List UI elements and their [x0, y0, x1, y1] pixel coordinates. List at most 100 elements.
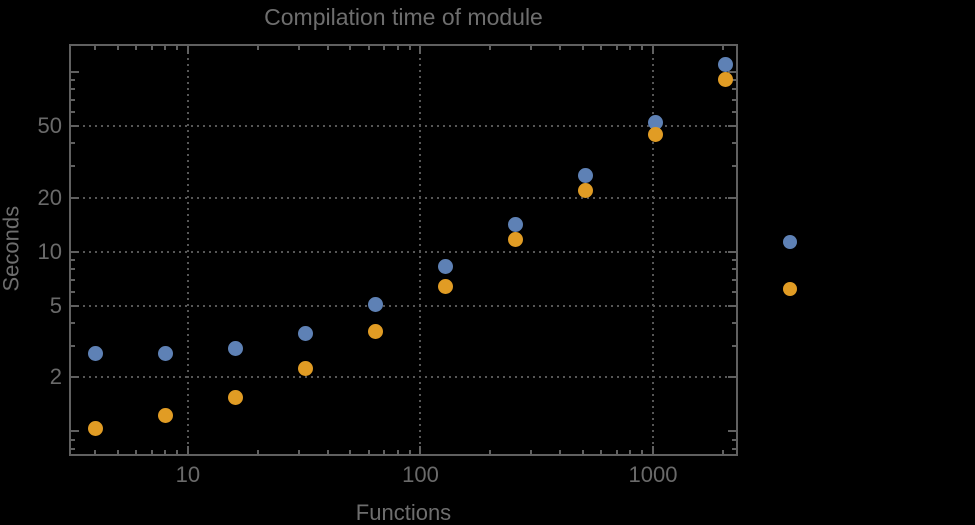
x-tick — [94, 450, 97, 454]
plot-frame — [69, 44, 738, 456]
data-point — [227, 340, 243, 356]
y-tick — [71, 268, 75, 271]
x-tick-mirror — [367, 46, 370, 50]
x-tick-mirror — [489, 46, 492, 50]
x-tick — [164, 450, 167, 454]
data-point — [87, 346, 103, 362]
data-point — [717, 56, 733, 72]
y-tick-mirror — [732, 290, 736, 293]
y-tick-label: 10 — [37, 238, 62, 264]
data-point — [157, 408, 173, 424]
y-tick — [71, 278, 75, 281]
x-tick-mirror — [383, 46, 386, 50]
data-point — [437, 279, 453, 295]
x-tick-mirror — [297, 46, 300, 50]
y-tick — [71, 344, 75, 347]
y-tick — [71, 70, 79, 73]
data-point — [367, 296, 383, 312]
y-gridline — [71, 196, 736, 199]
y-tick-mirror — [728, 430, 736, 433]
y-tick-mirror — [732, 447, 736, 450]
x-tick — [559, 450, 562, 454]
y-tick — [71, 447, 75, 450]
x-tick-mirror — [652, 46, 654, 54]
y-tick-mirror — [732, 344, 736, 347]
x-tick-mirror — [629, 46, 632, 50]
x-tick-mirror — [164, 46, 167, 50]
y-tick — [71, 376, 79, 379]
x-tick-mirror — [722, 46, 724, 50]
y-gridline — [71, 376, 736, 379]
y-tick-mirror — [732, 110, 736, 113]
x-tick-mirror — [582, 46, 584, 50]
x-tick-mirror — [116, 46, 119, 50]
y-tick — [71, 142, 75, 145]
y-tick-mirror — [732, 98, 736, 101]
y-tick — [71, 438, 75, 441]
y-tick-mirror — [732, 164, 736, 167]
y-tick-mirror — [728, 125, 736, 128]
y-tick — [71, 290, 75, 293]
y-tick — [71, 258, 75, 261]
x-tick-mirror — [186, 46, 189, 54]
x-tick-mirror — [530, 46, 533, 50]
x-gridline — [652, 46, 654, 454]
y-tick-mirror — [732, 438, 736, 441]
x-tick-label: 1000 — [628, 462, 678, 487]
x-tick-mirror — [150, 46, 153, 50]
y-tick-mirror — [728, 304, 736, 307]
data-point — [87, 420, 103, 436]
chart-title: Compilation time of module — [264, 4, 543, 30]
x-tick — [186, 446, 189, 454]
x-tick — [326, 450, 329, 454]
y-tick-mirror — [732, 258, 736, 261]
x-tick-label: 10 — [175, 462, 201, 487]
y-tick-mirror — [728, 70, 736, 73]
y-tick-mirror — [732, 278, 736, 281]
x-tick — [256, 450, 259, 454]
y-tick-label: 50 — [37, 113, 62, 139]
y-tick-mirror — [728, 376, 736, 379]
x-tick — [383, 450, 386, 454]
y-tick — [71, 304, 79, 307]
data-point — [647, 115, 663, 131]
y-tick-mirror — [728, 196, 736, 199]
x-tick — [722, 450, 724, 454]
x-tick — [116, 450, 119, 454]
y-tick-label: 20 — [37, 184, 62, 210]
y-tick — [71, 79, 75, 82]
y-tick-label: 2 — [49, 364, 62, 390]
x-tick-mirror — [94, 46, 97, 50]
x-tick — [629, 450, 632, 454]
y-gridline — [71, 250, 736, 253]
y-tick-mirror — [728, 250, 736, 253]
x-tick-mirror — [615, 46, 618, 50]
x-tick-mirror — [176, 46, 179, 50]
data-point — [437, 258, 453, 274]
x-tick — [297, 450, 300, 454]
y-tick — [71, 250, 79, 253]
x-tick — [582, 450, 584, 454]
data-point — [717, 71, 733, 87]
x-tick — [530, 450, 533, 454]
x-tick — [615, 450, 618, 454]
x-tick — [641, 450, 644, 454]
x-gridline — [419, 46, 422, 454]
x-tick-mirror — [559, 46, 562, 50]
x-tick — [349, 450, 352, 454]
y-tick — [71, 88, 75, 91]
x-gridline — [186, 46, 189, 454]
y-gridline — [71, 125, 736, 128]
x-tick — [135, 450, 138, 454]
x-tick-label: 100 — [402, 462, 439, 487]
data-point — [577, 182, 593, 198]
x-tick-mirror — [326, 46, 329, 50]
data-point — [297, 360, 313, 376]
x-tick-mirror — [256, 46, 259, 50]
x-tick — [408, 450, 411, 454]
y-tick-label: 5 — [49, 292, 62, 318]
x-tick — [150, 450, 153, 454]
data-point — [367, 323, 383, 339]
legend-swatch — [783, 235, 797, 249]
